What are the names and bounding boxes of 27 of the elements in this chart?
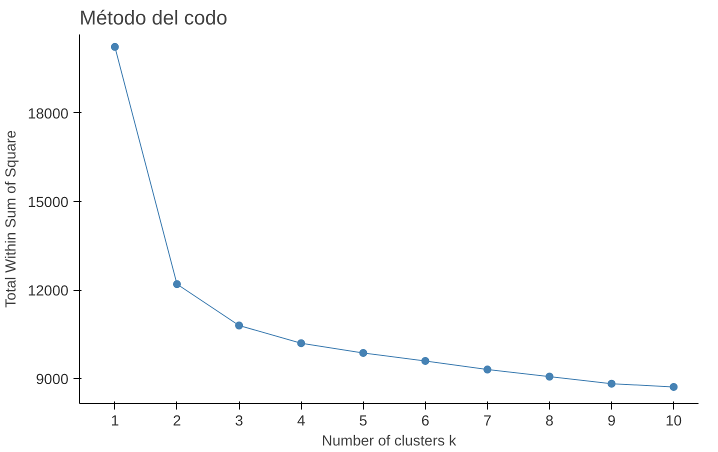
point: [421, 356, 430, 365]
point: [297, 339, 306, 348]
point: [110, 42, 119, 51]
x-tick-label: 3: [234, 414, 244, 430]
y-tick-label: 15000: [28, 194, 69, 211]
x-tick-label: 6: [421, 414, 430, 430]
point: [483, 366, 492, 374]
y-tick-label: 12000: [28, 284, 69, 300]
point: [545, 372, 554, 381]
x-tick-label: 5: [359, 414, 368, 430]
x-tick-label: 7: [483, 414, 492, 430]
y-tick-label: 9000: [36, 372, 69, 388]
x-tick-label: 4: [297, 414, 306, 430]
x-tick-label: 2: [172, 414, 182, 430]
point: [359, 348, 368, 357]
point: [608, 380, 616, 388]
point: [670, 382, 678, 391]
y-axis-title: Total Within Sum of Square: [4, 130, 20, 308]
point: [235, 322, 244, 330]
x-tick-label: 1: [110, 414, 119, 430]
x-tick-label: 10: [666, 414, 682, 430]
chart-title: Método del codo: [80, 8, 228, 30]
x-axis-title: Number of clusters k: [322, 434, 457, 450]
x-tick-label: 9: [608, 414, 616, 430]
y-tick-label: 18000: [28, 106, 69, 122]
x-tick-label: 8: [545, 414, 554, 430]
point: [172, 280, 181, 288]
